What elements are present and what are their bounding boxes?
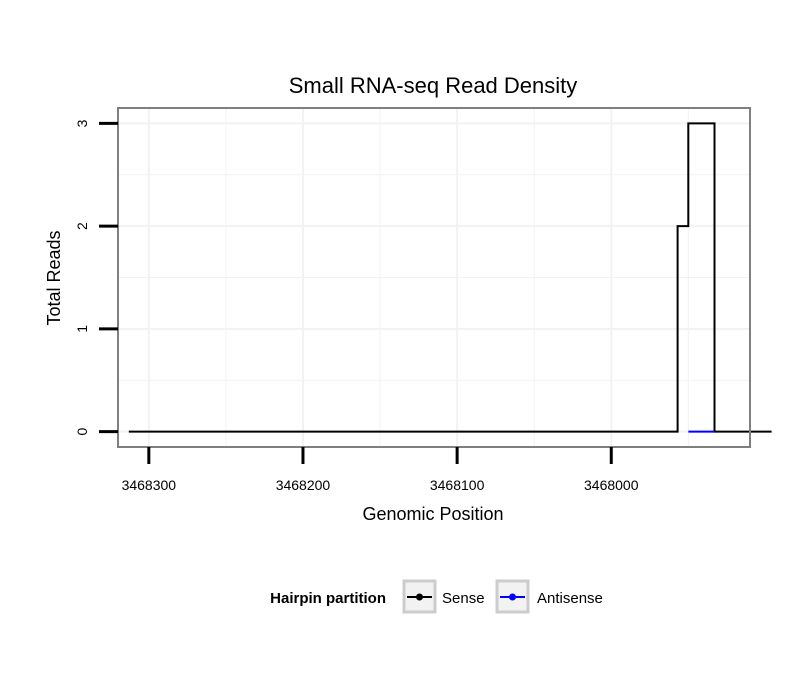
x-tick-label: 3468300 <box>122 477 177 493</box>
x-axis-title: Genomic Position <box>362 504 503 524</box>
legend-label-sense: Sense <box>442 590 485 607</box>
legend-point-sense <box>416 593 423 601</box>
x-tick-label: 3468100 <box>430 477 485 493</box>
x-axis: 3468300 3468200 3468100 3468000 <box>122 447 639 493</box>
y-tick-label: 0 <box>74 427 90 435</box>
x-tick-label: 3468000 <box>584 477 639 493</box>
y-tick-label: 1 <box>74 325 90 333</box>
plot-border <box>117 107 751 448</box>
y-axis: 0 1 2 3 <box>74 119 118 435</box>
series-line-sense <box>128 122 772 433</box>
legend-point-antisense <box>509 593 516 601</box>
chart-title: Small RNA-seq Read Density <box>289 73 578 98</box>
legend-title: Hairpin partition <box>270 590 386 607</box>
legend-label-antisense: Antisense <box>537 590 603 607</box>
legend: Hairpin partition Sense Antisense <box>270 579 603 614</box>
y-axis-title: Total Reads <box>44 230 64 325</box>
y-tick-label: 2 <box>74 222 90 230</box>
y-tick-label: 3 <box>74 119 90 127</box>
series-layer <box>128 122 772 433</box>
x-tick-label: 3468200 <box>276 477 331 493</box>
